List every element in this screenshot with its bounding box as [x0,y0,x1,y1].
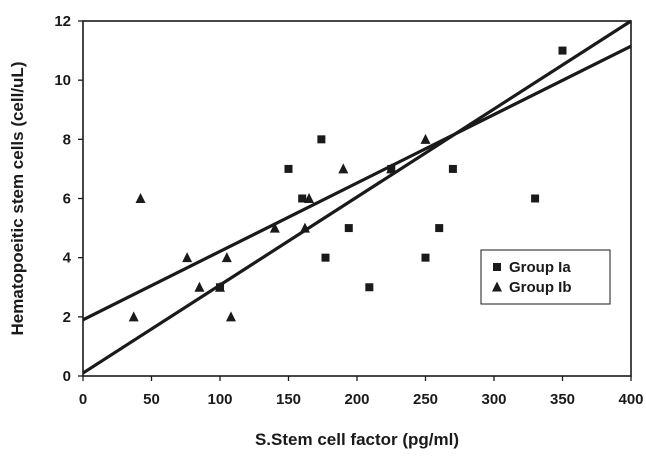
y-tick-label: 4 [63,250,72,267]
data-point-group-ia [531,194,540,203]
data-point-group-ib [338,163,349,174]
y-tick-label: 2 [63,309,71,326]
x-tick-label: 50 [143,391,160,408]
data-point-group-ib [215,281,225,292]
trendline-group-ia [82,19,632,375]
data-point-group-ia [317,135,326,144]
x-tick-label: 300 [481,391,506,408]
x-tick-label: 0 [79,391,87,408]
y-tick-label: 10 [54,72,71,89]
legend-label-group-ib: Group Ib [509,279,572,296]
x-axis-title: S.Stem cell factor (pg/ml) [255,430,459,449]
data-point-group-ib [194,281,205,292]
legend-box [480,249,611,305]
y-tick-label: 8 [63,131,71,148]
data-point-group-ia [344,224,353,233]
legend-marker-group-ib [492,281,502,292]
y-tick-label: 0 [63,368,71,385]
data-point-group-ia [365,283,374,292]
trendline-group-ib [82,44,632,322]
data-point-group-ia [321,253,330,262]
data-point-group-ia [284,164,293,173]
data-point-group-ia [448,164,457,173]
legend-square-marker [493,263,501,271]
data-point-group-ib [225,311,236,322]
data-point-group-ia [558,46,567,55]
legend-triangle-marker [492,281,502,292]
x-tick-label: 100 [207,391,232,408]
y-tick-label: 12 [54,13,71,30]
data-point-group-ib [299,222,310,233]
data-point-group-ib [128,311,139,322]
legend-label-group-ia: Group Ia [509,259,571,276]
legend: Group Ia Group Ib [480,249,611,305]
data-point-group-ib [304,193,315,203]
y-axis-title: Hematopoeitic stem cells (cell/uL) [8,62,27,336]
data-point-group-ib [135,193,146,203]
data-point-group-ib [386,163,397,174]
data-point-group-ia [421,253,430,262]
x-tick-label: 150 [276,391,301,408]
data-point-group-ib [221,252,232,263]
data-point-group-ib [420,133,431,144]
data-point-group-ib [269,222,280,233]
x-tick-label: 200 [344,391,369,408]
y-tick-label: 6 [63,191,71,208]
data-point-group-ia [435,224,444,233]
data-point-group-ib [182,252,193,263]
x-tick-label: 350 [550,391,575,408]
legend-marker-group-ia [493,263,501,271]
x-tick-label: 400 [618,391,643,408]
data-point-group-ia [298,194,307,203]
x-tick-label: 250 [413,391,438,408]
